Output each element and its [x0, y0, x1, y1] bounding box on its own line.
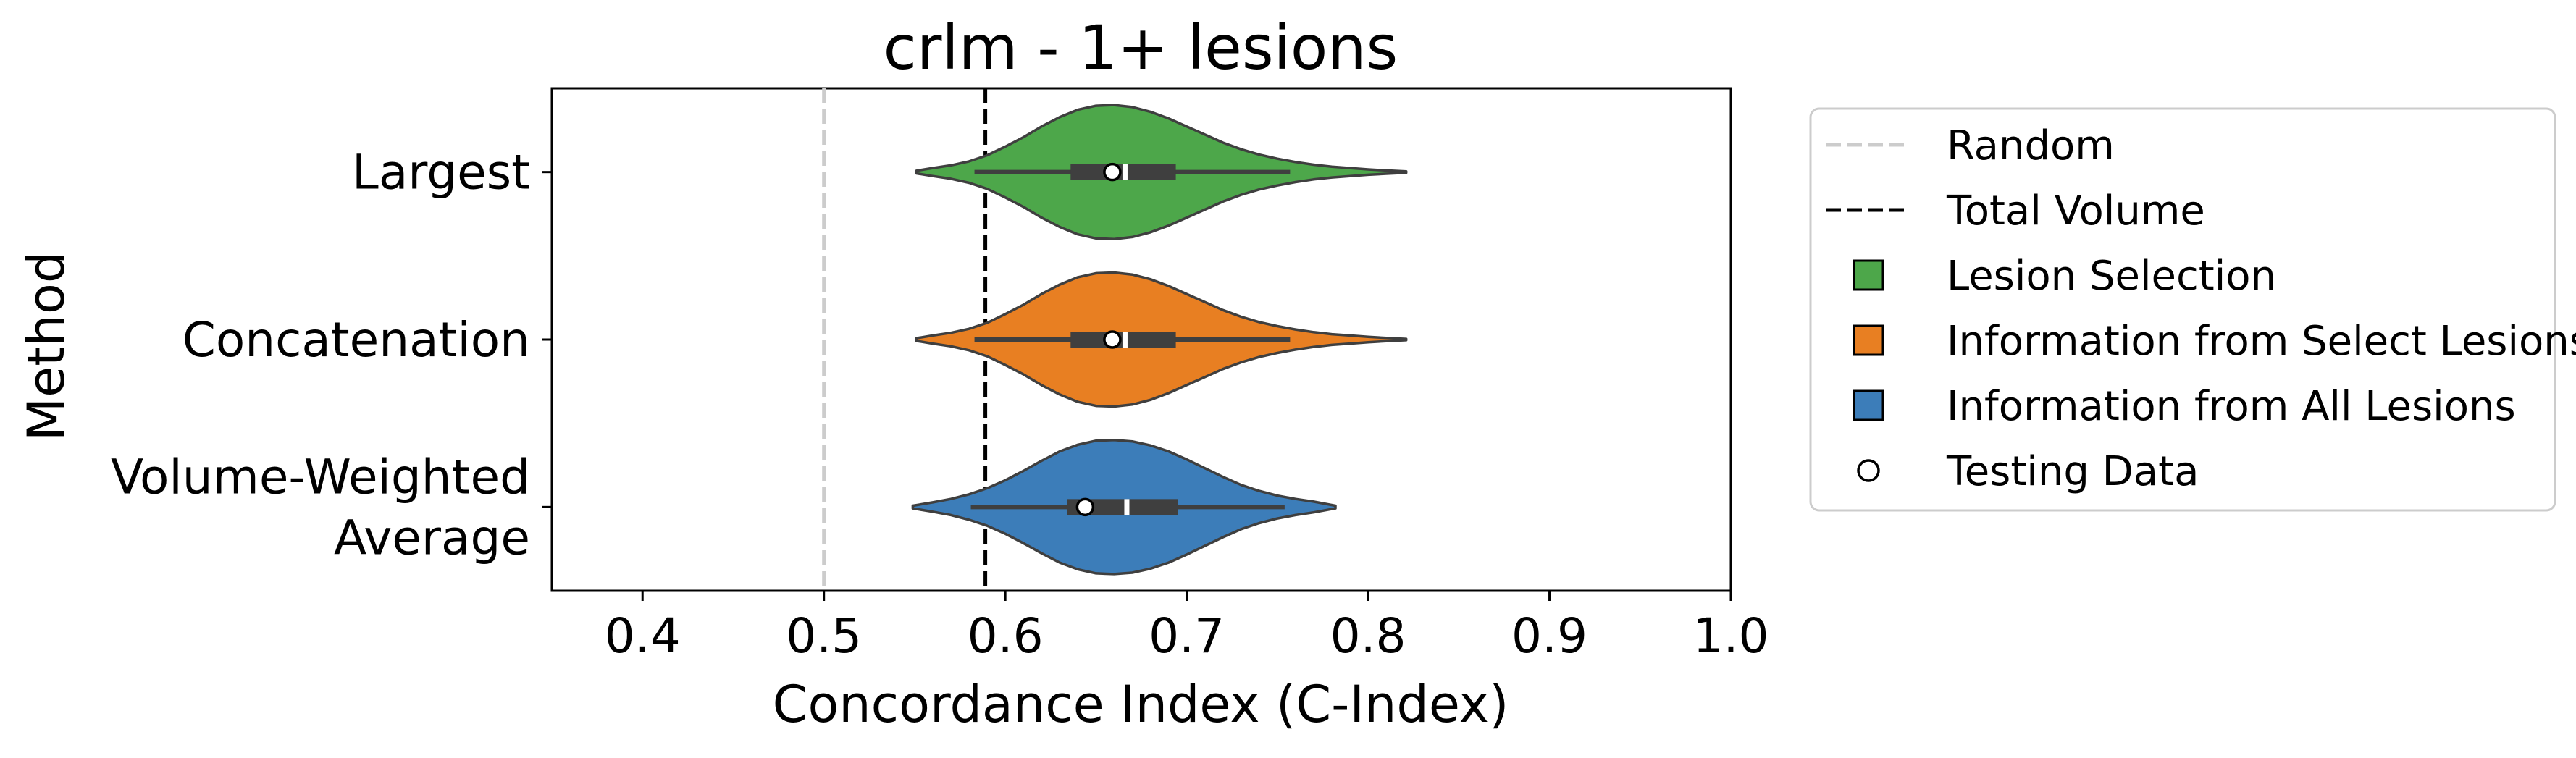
- x-tick-label-6: 0.9: [1511, 608, 1587, 664]
- plot-area: 0.4 0.5 0.6 0.7 0.8 0.9 1.0 Largest Concatenatio…: [111, 87, 1769, 664]
- violin-median-2: [1122, 332, 1128, 348]
- legend-color-swatch-4: [1853, 324, 1884, 356]
- legend-label-6: Testing Data: [1946, 448, 2199, 495]
- x-tick-label-4: 0.7: [1149, 608, 1225, 664]
- testing-data-point-3: [1075, 497, 1095, 517]
- x-tick-label-2: 0.5: [786, 608, 862, 664]
- legend-frame: [1809, 107, 2556, 512]
- y-category-label-2: Concatenation: [182, 312, 530, 368]
- chart-title: crlm - 1+ lesions: [884, 12, 1398, 83]
- x-tick-label-7: 1.0: [1693, 608, 1769, 664]
- y-category-label-3-line-2: Average: [334, 510, 530, 565]
- legend-label-1: Random: [1947, 122, 2115, 169]
- testing-data-point-2: [1103, 330, 1122, 349]
- legend-label-4: Information from Select Lesions: [1947, 318, 2576, 365]
- violin-median-3: [1124, 499, 1130, 515]
- x-axis-label: Concordance Index (C-Index): [773, 675, 1509, 734]
- y-category-label-3-line-1: Volume-Weighted: [111, 449, 530, 505]
- y-category-label-1: Largest: [352, 145, 530, 201]
- legend-color-swatch-3: [1853, 259, 1884, 291]
- x-tick-label-3: 0.6: [968, 608, 1044, 664]
- violin-median-1: [1122, 164, 1128, 180]
- legend-label-3: Lesion Selection: [1947, 253, 2276, 300]
- legend: Random Total Volume Lesion Selection Inform…: [1809, 107, 2576, 512]
- testing-data-point-1: [1103, 162, 1122, 182]
- legend-label-5: Information from All Lesions: [1947, 383, 2516, 430]
- x-tick-label-1: 0.4: [605, 608, 681, 664]
- legend-color-swatch-5: [1853, 389, 1884, 421]
- x-tick-label-5: 0.8: [1330, 608, 1406, 664]
- violin-iqr-box-3: [1067, 499, 1178, 515]
- legend-label-2: Total Volume: [1946, 188, 2205, 235]
- y-axis-label: Method: [17, 251, 76, 442]
- legend-marker-swatch-6: [1857, 459, 1880, 482]
